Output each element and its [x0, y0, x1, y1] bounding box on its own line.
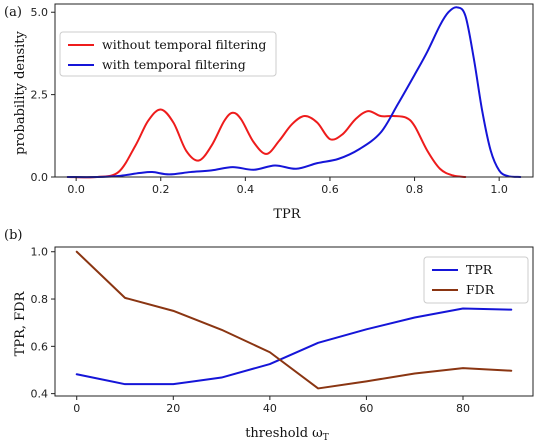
panel-a-xtick-label: 0.2	[152, 183, 170, 196]
panel-b-xlabel-subscript: T	[323, 433, 329, 442]
panel-b-legend: TPR FDR	[423, 256, 529, 304]
panel-b-ylabel: TPR, FDR	[13, 290, 28, 356]
panel-a-xlabel: TPR	[273, 207, 301, 222]
panel-a-legend-label-2: with temporal filtering	[102, 57, 246, 72]
panel-b-plot: 0 20 40 60 80 0.4 0.6 0.8 1.0 TPR FDR	[31, 246, 534, 415]
panel-a-legend: without temporal filtering with temporal …	[59, 31, 277, 77]
panel-a-legend-box	[59, 31, 277, 77]
panel-a-legend-label-1: without temporal filtering	[102, 37, 266, 52]
panel-a-xtick-label: 1.0	[490, 183, 508, 196]
panel-b-label: (b)	[4, 228, 22, 243]
panel-b-xlabel: threshold ωT	[245, 426, 329, 442]
panel-b-legend-box	[423, 256, 529, 304]
panel-a-ytick-label: 2.5	[31, 89, 49, 102]
panel-a-xtick-label: 0.4	[237, 183, 255, 196]
panel-b-ytick-label: 0.8	[31, 293, 49, 306]
panel-a-xtick-label: 0.0	[67, 183, 85, 196]
panel-b-ytick-label: 1.0	[31, 246, 49, 259]
panel-a-ylabel: probability density	[13, 30, 28, 154]
panel-a-xtick-label: 0.6	[321, 183, 339, 196]
panel-a-ytick-label: 5.0	[31, 6, 49, 19]
panel-a-label: (a)	[4, 5, 22, 20]
panel-b-ytick-label: 0.6	[31, 340, 49, 353]
panel-a-xtick-label: 0.8	[406, 183, 424, 196]
panel-b-xtick-label: 20	[166, 402, 180, 415]
panel-b-xtick-label: 60	[359, 402, 373, 415]
panel-a-series-1-line	[66, 108, 467, 179]
panel-b-legend-label-1: TPR	[466, 262, 493, 277]
panel-a-axes-frame	[54, 3, 534, 178]
panel-b-ytick-label: 0.4	[31, 388, 49, 401]
panel-a-plot: 0.0 0.2 0.4 0.6 0.8 1.0 0.0 2.5 5.0 without tempo…	[31, 3, 534, 196]
panel-b-xtick-label: 40	[263, 402, 277, 415]
panel-b-xlabel-main: threshold ω	[245, 426, 323, 441]
panel-b-series-1-line	[75, 307, 513, 386]
panel-b-legend-label-2: FDR	[466, 282, 495, 297]
panel-a-ytick-label: 0.0	[31, 171, 49, 184]
panel-a-series-2-line	[66, 6, 522, 179]
panel-b-axes-frame	[54, 246, 534, 397]
panel-b-xtick-label: 0	[73, 402, 80, 415]
panel-b-series-2-line	[75, 250, 513, 390]
panel-b-xtick-label: 80	[456, 402, 470, 415]
